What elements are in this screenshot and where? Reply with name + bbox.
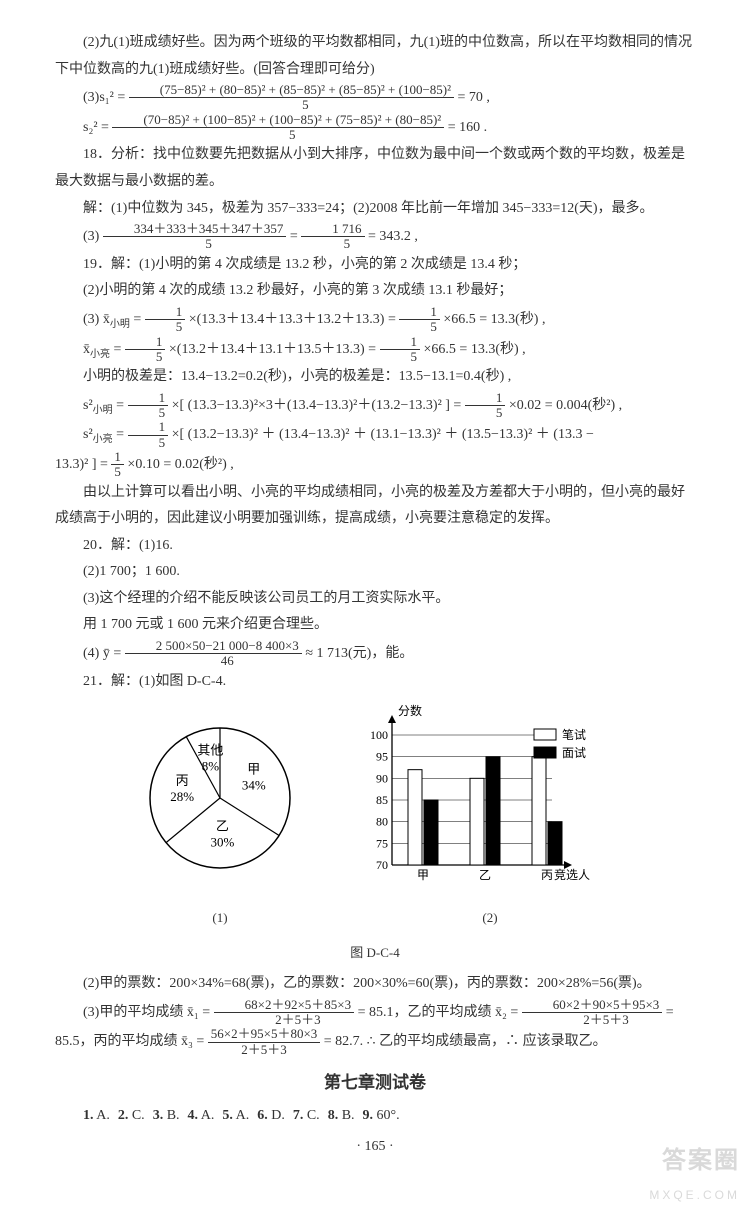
q19-var-liang-1: s²小亮 = 15 ×[ (13.2−13.3)² ＋ (13.4−13.3)²… (55, 420, 695, 450)
q19-var-liang-2: 13.3)² ] = 15 ×0.10 = 0.02(秒²) , (55, 450, 695, 480)
figure-dc4: 甲34%乙30%丙28%其他8% (1) 707580859095100分数竞选… (55, 703, 695, 936)
svg-text:甲: 甲 (247, 762, 260, 777)
svg-text:8%: 8% (202, 759, 220, 774)
svg-text:30%: 30% (210, 835, 234, 850)
svg-text:丙: 丙 (176, 773, 189, 788)
svg-text:乙: 乙 (479, 868, 491, 882)
svg-text:90: 90 (376, 772, 388, 786)
q20-3: (3)这个经理的介绍不能反映该公司员工的月工资实际水平。 (55, 586, 695, 613)
svg-text:100: 100 (370, 728, 388, 742)
svg-text:竞选人: 竞选人 (554, 868, 590, 882)
mcq-item: 9. 60°. (363, 1108, 400, 1123)
mcq-item: 6. D. (257, 1108, 285, 1123)
mcq-item: 3. B. (153, 1108, 180, 1123)
svg-text:甲: 甲 (417, 868, 429, 882)
svg-text:80: 80 (376, 815, 388, 829)
q18-analysis: 18．分析：找中位数要先把数据从小到大排序，中位数为最中间一个数或两个数的平均数… (55, 142, 695, 195)
q20-1: 20．解：(1)16. (55, 533, 695, 560)
mcq-answers: 1. A. 2. C. 3. B. 4. A. 5. A. 6. D. 7. C. 8. B.… (55, 1103, 695, 1130)
svg-text:其他: 其他 (197, 743, 223, 758)
mcq-item: 5. A. (222, 1108, 249, 1123)
q20-2: (2)1 700；1 600. (55, 559, 695, 586)
svg-text:28%: 28% (170, 789, 194, 804)
q21-1: 21．解：(1)如图 D-C-4. (55, 669, 695, 696)
pie-chart: 甲34% 乙30% 丙28% 其他8% (1) (120, 703, 320, 936)
svg-text:乙: 乙 (216, 819, 229, 834)
svg-text:面试: 面试 (562, 745, 586, 760)
q19-mean-liang: x̄小亮 = 15 ×(13.2＋13.4＋13.1＋13.5＋13.3) = … (55, 335, 695, 365)
q19-1: 19．解：(1)小明的第 4 次成绩是 13.2 秒，小亮的第 2 次成绩是 1… (55, 252, 695, 279)
q18-sol3: (3) 334＋333＋345＋347＋3575 = 1 7165 = 343.… (55, 222, 695, 252)
q21-3a: (3)甲的平均成绩 x̄₁ = 68×2＋92×5＋85×32＋5＋3 = 85… (55, 998, 695, 1028)
q19-range: 小明的极差是：13.4−13.2=0.2(秒)，小亮的极差是：13.5−13.1… (55, 364, 695, 391)
svg-text:75: 75 (376, 837, 388, 851)
svg-text:70: 70 (376, 858, 388, 872)
svg-text:95: 95 (376, 750, 388, 764)
mcq-item: 4. A. (188, 1108, 215, 1123)
svg-text:笔试: 笔试 (562, 727, 586, 742)
mcq-item: 2. C. (118, 1108, 145, 1123)
bar-chart: 70 75 80 85 90 95 100 分数竞选人 甲 乙 丙 笔试面试 (2) (350, 703, 630, 936)
page-number: · 165 · (55, 1134, 695, 1161)
mcq-item: 7. C. (293, 1108, 320, 1123)
q17-part2: (2)九(1)班成绩好些。因为两个班级的平均数都相同，九(1)班的中位数高，所以… (55, 30, 695, 83)
q21-3b: 85.5，丙的平均成绩 x̄₃ = 56×2＋95×5＋80×32＋5＋3 = … (55, 1027, 695, 1057)
q18-sol1: 解：(1)中位数为 345，极差为 357−333=24；(2)2008 年比前… (55, 196, 695, 223)
mcq-item: 1. A. (83, 1108, 110, 1123)
q20-3b: 用 1 700 元或 1 600 元来介绍更合理些。 (55, 612, 695, 639)
svg-text:34%: 34% (242, 778, 266, 793)
svg-text:丙: 丙 (541, 868, 553, 882)
pie-caption: (1) (120, 906, 320, 931)
q17-eq2: s₂² = (70−85)² + (100−85)² + (100−85)² +… (55, 113, 695, 143)
mcq-item: 8. B. (328, 1108, 355, 1123)
q19-conclusion: 由以上计算可以看出小明、小亮的平均成绩相同，小亮的极差及方差都大于小明的，但小亮… (55, 480, 695, 533)
q19-var-ming: s²小明 = 15 ×[ (13.3−13.3)²×3＋(13.4−13.3)²… (55, 391, 695, 421)
q21-2: (2)甲的票数：200×34%=68(票)，乙的票数：200×30%=60(票)… (55, 971, 695, 998)
figure-caption: 图 D-C-4 (55, 941, 695, 966)
q19-mean-ming: (3) x̄小明 = 15 ×(13.3＋13.4＋13.3＋13.2＋13.3… (55, 305, 695, 335)
section-title: 第七章测试卷 (55, 1067, 695, 1099)
q17-eq1: (3)s₁² = (75−85)² + (80−85)² + (85−85)² … (55, 83, 695, 113)
q19-2: (2)小明的第 4 次的成绩 13.2 秒最好，小亮的第 3 次成绩 13.1 … (55, 278, 695, 305)
svg-text:85: 85 (376, 793, 388, 807)
q20-4: (4) ȳ = 2 500×50−21 000−8 400×346 ≈ 1 71… (55, 639, 695, 669)
bar-caption: (2) (350, 906, 630, 931)
svg-text:分数: 分数 (398, 703, 422, 718)
